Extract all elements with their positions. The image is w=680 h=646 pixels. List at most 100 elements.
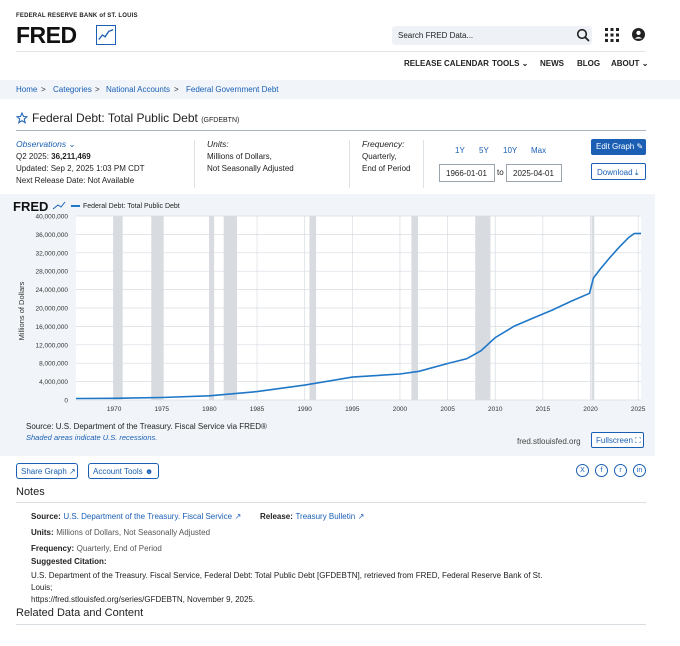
- units-note-label: Units:: [31, 528, 54, 537]
- facebook-share-icon[interactable]: f: [595, 464, 608, 477]
- observations-label: Observations: [16, 139, 67, 149]
- nav-tools[interactable]: TOOLS ⌄: [492, 59, 528, 68]
- range-max-button[interactable]: Max: [531, 146, 547, 155]
- units-label: Units:: [207, 139, 229, 149]
- y-tick-label: 40,000,000: [35, 214, 68, 221]
- series-title: Federal Debt: Total Public Debt: [32, 111, 198, 125]
- nav-news[interactable]: NEWS: [540, 59, 564, 68]
- account-tools-button[interactable]: Account Tools ☻: [88, 463, 159, 479]
- x-tick-label: 2000: [393, 406, 408, 413]
- edit-graph-label: Edit Graph: [596, 142, 635, 151]
- legend-label: Federal Debt: Total Public Debt: [83, 203, 180, 210]
- fullscreen-label: Fullscreen: [596, 436, 633, 445]
- fullscreen-button[interactable]: Fullscreen ⛶: [591, 432, 644, 448]
- x-tick-label: 1975: [155, 406, 170, 413]
- column-divider: [194, 140, 195, 188]
- latest-period: Q2 2025:: [16, 152, 49, 161]
- latest-observation: Q2 2025: 36,211,469: [16, 152, 91, 161]
- external-link-icon: ↗: [234, 512, 242, 521]
- chart-logo-icon: [52, 201, 66, 210]
- org-label: FEDERAL RESERVE BANK of ST. LOUIS: [16, 13, 138, 19]
- range-1y-button[interactable]: 1Y: [455, 146, 465, 155]
- apps-grid-icon[interactable]: [605, 28, 619, 42]
- download-icon: ⤓: [634, 168, 639, 177]
- share-graph-button[interactable]: Share Graph ↗: [16, 463, 78, 479]
- debt-line-chart[interactable]: FRED Federal Debt: Total Public Debt 0 4,…: [0, 194, 655, 424]
- start-date-input[interactable]: 1966-01-01: [439, 164, 495, 182]
- x-tick-label: 1970: [107, 406, 122, 413]
- breadcrumb-national-accounts[interactable]: National Accounts: [106, 85, 171, 94]
- breadcrumb: [0, 80, 680, 99]
- date-range-to-label: to: [497, 168, 504, 177]
- nav-blog[interactable]: BLOG: [577, 59, 601, 68]
- search-placeholder: Search FRED Data...: [398, 31, 474, 40]
- edit-icon: ✎: [636, 142, 644, 151]
- notes-release: Release: Treasury Bulletin ↗: [260, 511, 364, 521]
- y-axis-label: Millions of Dollars: [17, 281, 26, 340]
- end-date-input[interactable]: 2025-04-01: [506, 164, 562, 182]
- nav-tools-label: TOOLS: [492, 59, 520, 68]
- latest-value: 36,211,469: [51, 152, 91, 161]
- reddit-share-icon[interactable]: r: [614, 464, 627, 477]
- y-tick-label: 4,000,000: [39, 379, 68, 386]
- x-tick-label: 2010: [488, 406, 503, 413]
- breadcrumb-home[interactable]: Home: [16, 85, 38, 94]
- download-button[interactable]: Download ⤓: [591, 163, 646, 180]
- series-id: (GFDEBTN): [201, 117, 240, 124]
- y-tick-label: 12,000,000: [35, 342, 68, 349]
- chevron-down-icon: ⌄: [521, 59, 529, 68]
- source-label: Source:: [31, 512, 61, 521]
- release-link[interactable]: Treasury Bulletin: [295, 512, 356, 521]
- notes-divider: [16, 502, 646, 503]
- external-link-icon: ↗: [357, 512, 365, 521]
- related-divider: [16, 624, 646, 625]
- column-divider: [349, 140, 350, 188]
- fred-logo[interactable]: FRED: [16, 22, 77, 48]
- y-tick-label: 32,000,000: [35, 250, 68, 257]
- gridlines: [76, 215, 641, 401]
- x-tick-label: 2015: [536, 406, 551, 413]
- edit-graph-button[interactable]: Edit Graph ✎: [591, 139, 646, 155]
- next-release-text: Next Release Date: Not Available: [16, 176, 135, 185]
- observations-dropdown[interactable]: Observations ⌄: [16, 139, 76, 150]
- star-icon[interactable]: [16, 112, 28, 124]
- search-icon[interactable]: [576, 28, 590, 42]
- nav-about[interactable]: ABOUT ⌄: [611, 59, 648, 68]
- frequency-label: Frequency:: [362, 139, 405, 149]
- units-line-2: Not Seasonally Adjusted: [207, 164, 294, 173]
- recession-note-link[interactable]: Shaded areas indicate U.S. recessions.: [26, 433, 158, 442]
- range-10y-button[interactable]: 10Y: [503, 146, 518, 155]
- search-input[interactable]: [392, 26, 592, 45]
- breadcrumb-separator: >: [95, 85, 100, 94]
- chevron-down-icon: ⌄: [641, 59, 649, 68]
- x-tick-label: 1980: [202, 406, 217, 413]
- x-share-icon[interactable]: X: [576, 464, 589, 477]
- x-tick-label: 2020: [583, 406, 598, 413]
- share-graph-label: Share Graph: [21, 467, 67, 476]
- column-divider: [423, 140, 424, 188]
- related-heading: Related Data and Content: [16, 607, 144, 619]
- release-label: Release:: [260, 512, 293, 521]
- units-note-value: Millions of Dollars, Not Seasonally Adju…: [56, 528, 211, 537]
- breadcrumb-categories[interactable]: Categories: [53, 85, 92, 94]
- source-link[interactable]: U.S. Department of the Treasury. Fiscal …: [63, 512, 233, 521]
- frequency-note-value: Quarterly, End of Period: [76, 544, 162, 553]
- nav-release-calendar[interactable]: RELEASE CALENDAR: [404, 59, 489, 68]
- range-5y-button[interactable]: 5Y: [479, 146, 489, 155]
- citation-text: U.S. Department of the Treasury. Fiscal …: [31, 570, 561, 606]
- x-tick-label: 1990: [297, 406, 312, 413]
- y-tick-label: 36,000,000: [35, 232, 68, 239]
- x-tick-label: 2025: [631, 406, 646, 413]
- x-tick-label: 2005: [440, 406, 455, 413]
- y-tick-label: 24,000,000: [35, 287, 68, 294]
- breadcrumb-federal-government-debt[interactable]: Federal Government Debt: [186, 85, 279, 94]
- frequency-note-label: Frequency:: [31, 544, 75, 553]
- x-axis-ticks: 1970 1975 1980 1985 1990 1995 2000 2005 2010 2015…: [107, 406, 646, 413]
- series-line-gfdebtn[interactable]: [75, 232, 642, 400]
- y-axis-ticks: 0 4,000,000 8,000,000 12,000,000 16,000,000 2…: [35, 214, 68, 405]
- user-icon[interactable]: [632, 28, 645, 41]
- y-tick-label: 20,000,000: [35, 306, 68, 313]
- linkedin-share-icon[interactable]: in: [633, 464, 646, 477]
- notes-frequency: Frequency: Quarterly, End of Period: [31, 543, 162, 553]
- download-label: Download: [597, 168, 633, 177]
